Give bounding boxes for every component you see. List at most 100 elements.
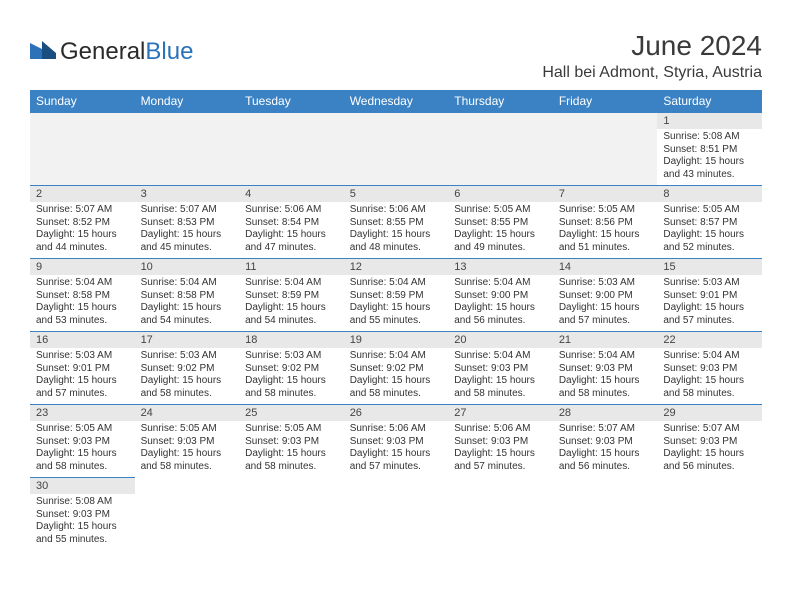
day-body: Sunrise: 5:07 AMSunset: 8:52 PMDaylight:… [30,202,135,258]
page-title: June 2024 [542,30,762,62]
day-cell [344,478,449,551]
day-header: Thursday [448,90,553,113]
week-row: 16Sunrise: 5:03 AMSunset: 9:01 PMDayligh… [30,332,762,405]
day-body: Sunrise: 5:04 AMSunset: 9:03 PMDaylight:… [657,348,762,404]
day-body: Sunrise: 5:03 AMSunset: 9:00 PMDaylight:… [553,275,658,331]
day-number: 7 [553,186,658,202]
day-number: 17 [135,332,240,348]
day-number: 20 [448,332,553,348]
day-body: Sunrise: 5:05 AMSunset: 8:57 PMDaylight:… [657,202,762,258]
location: Hall bei Admont, Styria, Austria [542,64,762,82]
day-body: Sunrise: 5:06 AMSunset: 9:03 PMDaylight:… [448,421,553,477]
day-cell: 30Sunrise: 5:08 AMSunset: 9:03 PMDayligh… [30,478,135,551]
day-number: 10 [135,259,240,275]
day-body: Sunrise: 5:05 AMSunset: 9:03 PMDaylight:… [135,421,240,477]
day-body: Sunrise: 5:04 AMSunset: 9:03 PMDaylight:… [448,348,553,404]
title-block: June 2024 Hall bei Admont, Styria, Austr… [542,30,762,82]
day-cell: 24Sunrise: 5:05 AMSunset: 9:03 PMDayligh… [135,405,240,478]
day-body: Sunrise: 5:05 AMSunset: 9:03 PMDaylight:… [30,421,135,477]
week-row: 1Sunrise: 5:08 AMSunset: 8:51 PMDaylight… [30,113,762,186]
day-cell: 26Sunrise: 5:06 AMSunset: 9:03 PMDayligh… [344,405,449,478]
day-cell: 28Sunrise: 5:07 AMSunset: 9:03 PMDayligh… [553,405,658,478]
day-number: 18 [239,332,344,348]
day-number: 5 [344,186,449,202]
day-cell: 16Sunrise: 5:03 AMSunset: 9:01 PMDayligh… [30,332,135,405]
day-cell: 25Sunrise: 5:05 AMSunset: 9:03 PMDayligh… [239,405,344,478]
header: GeneralBlue June 2024 Hall bei Admont, S… [30,30,762,82]
day-cell: 9Sunrise: 5:04 AMSunset: 8:58 PMDaylight… [30,259,135,332]
day-cell: 5Sunrise: 5:06 AMSunset: 8:55 PMDaylight… [344,186,449,259]
day-header: Wednesday [344,90,449,113]
day-number: 22 [657,332,762,348]
logo-main: General [60,38,145,65]
day-cell: 7Sunrise: 5:05 AMSunset: 8:56 PMDaylight… [553,186,658,259]
day-cell [553,478,658,551]
day-body: Sunrise: 5:07 AMSunset: 9:03 PMDaylight:… [657,421,762,477]
day-number: 25 [239,405,344,421]
logo-flag-icon [30,39,58,66]
day-body: Sunrise: 5:05 AMSunset: 8:55 PMDaylight:… [448,202,553,258]
day-number: 27 [448,405,553,421]
day-body: Sunrise: 5:04 AMSunset: 9:02 PMDaylight:… [344,348,449,404]
day-cell: 20Sunrise: 5:04 AMSunset: 9:03 PMDayligh… [448,332,553,405]
day-number: 8 [657,186,762,202]
day-body: Sunrise: 5:07 AMSunset: 9:03 PMDaylight:… [553,421,658,477]
day-cell: 17Sunrise: 5:03 AMSunset: 9:02 PMDayligh… [135,332,240,405]
day-cell: 15Sunrise: 5:03 AMSunset: 9:01 PMDayligh… [657,259,762,332]
week-row: 2Sunrise: 5:07 AMSunset: 8:52 PMDaylight… [30,186,762,259]
day-number: 9 [30,259,135,275]
day-body: Sunrise: 5:08 AMSunset: 8:51 PMDaylight:… [657,129,762,185]
day-number: 6 [448,186,553,202]
calendar-table: SundayMondayTuesdayWednesdayThursdayFrid… [30,90,762,550]
day-cell [239,478,344,551]
day-cell [135,478,240,551]
day-number: 1 [657,113,762,129]
day-number: 2 [30,186,135,202]
day-number: 23 [30,405,135,421]
day-cell [553,113,658,186]
day-body: Sunrise: 5:05 AMSunset: 8:56 PMDaylight:… [553,202,658,258]
day-number: 30 [30,478,135,494]
day-header: Saturday [657,90,762,113]
day-number: 26 [344,405,449,421]
day-body: Sunrise: 5:03 AMSunset: 9:01 PMDaylight:… [30,348,135,404]
logo-text: GeneralBlue [60,38,193,66]
day-number: 28 [553,405,658,421]
day-cell [239,113,344,186]
day-cell: 6Sunrise: 5:05 AMSunset: 8:55 PMDaylight… [448,186,553,259]
day-cell: 3Sunrise: 5:07 AMSunset: 8:53 PMDaylight… [135,186,240,259]
day-number: 13 [448,259,553,275]
day-number: 14 [553,259,658,275]
day-number: 24 [135,405,240,421]
day-cell: 23Sunrise: 5:05 AMSunset: 9:03 PMDayligh… [30,405,135,478]
day-cell: 19Sunrise: 5:04 AMSunset: 9:02 PMDayligh… [344,332,449,405]
day-cell: 27Sunrise: 5:06 AMSunset: 9:03 PMDayligh… [448,405,553,478]
day-body: Sunrise: 5:04 AMSunset: 9:00 PMDaylight:… [448,275,553,331]
day-number: 16 [30,332,135,348]
day-number: 11 [239,259,344,275]
day-number: 3 [135,186,240,202]
week-row: 9Sunrise: 5:04 AMSunset: 8:58 PMDaylight… [30,259,762,332]
day-number: 12 [344,259,449,275]
day-body: Sunrise: 5:07 AMSunset: 8:53 PMDaylight:… [135,202,240,258]
day-body: Sunrise: 5:06 AMSunset: 8:55 PMDaylight:… [344,202,449,258]
logo-accent: Blue [145,38,193,65]
day-number: 15 [657,259,762,275]
logo: GeneralBlue [30,38,193,66]
day-body: Sunrise: 5:04 AMSunset: 8:58 PMDaylight:… [30,275,135,331]
day-body: Sunrise: 5:04 AMSunset: 8:58 PMDaylight:… [135,275,240,331]
day-body: Sunrise: 5:03 AMSunset: 9:02 PMDaylight:… [135,348,240,404]
day-cell: 8Sunrise: 5:05 AMSunset: 8:57 PMDaylight… [657,186,762,259]
day-cell [344,113,449,186]
day-header-row: SundayMondayTuesdayWednesdayThursdayFrid… [30,90,762,113]
day-body: Sunrise: 5:04 AMSunset: 9:03 PMDaylight:… [553,348,658,404]
day-cell [30,113,135,186]
day-cell: 29Sunrise: 5:07 AMSunset: 9:03 PMDayligh… [657,405,762,478]
day-cell [657,478,762,551]
day-cell: 4Sunrise: 5:06 AMSunset: 8:54 PMDaylight… [239,186,344,259]
day-cell [135,113,240,186]
day-body: Sunrise: 5:03 AMSunset: 9:02 PMDaylight:… [239,348,344,404]
day-body: Sunrise: 5:06 AMSunset: 9:03 PMDaylight:… [344,421,449,477]
day-number: 21 [553,332,658,348]
week-row: 23Sunrise: 5:05 AMSunset: 9:03 PMDayligh… [30,405,762,478]
